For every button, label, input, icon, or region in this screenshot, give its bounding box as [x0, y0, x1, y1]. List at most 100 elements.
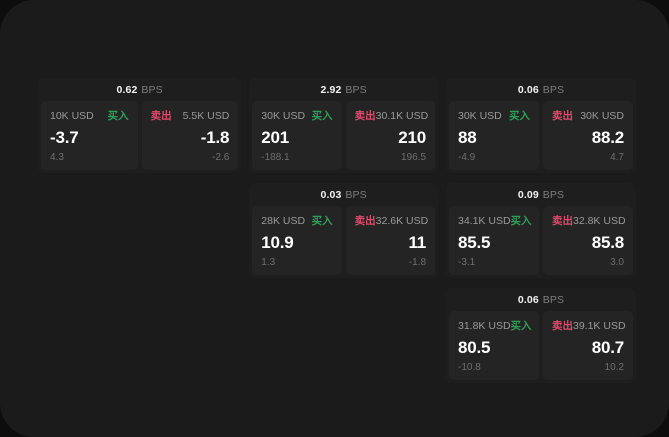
sell-size-label: 39.1K USD — [573, 319, 626, 332]
buy-action-label: 买入 — [510, 215, 532, 227]
quote-card[interactable]: 0.09 BPS 34.1K USD 买入 85.5 -3.1 卖出 — [446, 183, 636, 278]
sell-action-label: 卖出 — [354, 110, 376, 122]
buy-size-label: 30K USD — [458, 109, 502, 122]
card-body: 28K USD 买入 10.9 1.3 卖出 32.6K USD 11 -1.8 — [249, 206, 438, 278]
buy-size-label: 30K USD — [261, 109, 306, 122]
bps-unit: BPS — [542, 188, 565, 201]
buy-action-label: 买入 — [509, 110, 530, 122]
buy-price: 88 — [458, 128, 477, 147]
quote-card[interactable]: 0.03 BPS 28K USD 买入 10.9 1.3 卖出 — [249, 183, 438, 278]
sell-delta: 10.2 — [604, 362, 624, 373]
quote-column-1: 0.62 BPS 10K USD 买入 -3.7 4.3 卖出 — [38, 78, 242, 173]
sell-panel-header: 卖出 32.8K USD — [552, 214, 626, 228]
sell-price: 88.2 — [591, 128, 624, 147]
bps-unit: BPS — [542, 83, 565, 96]
buy-panel[interactable]: 30K USD 买入 201 -188.1 — [252, 101, 342, 170]
sell-panel[interactable]: 卖出 30K USD 88.2 4.7 — [543, 101, 633, 170]
bps-unit: BPS — [345, 188, 367, 201]
buy-delta: -3.1 — [458, 257, 476, 268]
sell-price: 80.7 — [591, 338, 624, 357]
buy-size-label: 31.8K USD — [458, 319, 511, 332]
buy-panel[interactable]: 28K USD 买入 10.9 1.3 — [252, 206, 342, 275]
sell-price: 85.8 — [591, 233, 624, 252]
buy-action-label: 买入 — [107, 110, 129, 122]
sell-action-label: 卖出 — [354, 215, 376, 227]
buy-delta: 1.3 — [261, 257, 276, 268]
bps-unit: BPS — [141, 83, 163, 96]
buy-panel-header: 31.8K USD 买入 — [458, 319, 532, 333]
buy-action-label: 买入 — [311, 215, 333, 227]
buy-panel[interactable]: 34.1K USD 买入 85.5 -3.1 — [449, 206, 539, 275]
sell-size-label: 32.6K USD — [375, 214, 429, 227]
sell-delta: 196.5 — [400, 152, 427, 163]
sell-panel-header: 卖出 39.1K USD — [552, 319, 626, 333]
bps-value: 0.03 — [320, 188, 342, 201]
buy-delta: -188.1 — [261, 152, 290, 163]
sell-action-label: 卖出 — [552, 320, 573, 332]
sell-delta: -1.8 — [408, 257, 427, 268]
sell-panel[interactable]: 卖出 39.1K USD 80.7 10.2 — [543, 311, 633, 380]
sell-delta: 4.7 — [610, 152, 624, 163]
bps-value: 0.06 — [517, 83, 539, 96]
sell-panel-header: 卖出 32.6K USD — [354, 214, 429, 228]
buy-panel-header: 10K USD 买入 — [50, 109, 129, 123]
card-header: 0.06 BPS — [446, 288, 636, 311]
sell-panel[interactable]: 卖出 30.1K USD 210 196.5 — [345, 101, 436, 170]
buy-panel-header: 30K USD 买入 — [458, 109, 530, 123]
quote-card[interactable]: 0.62 BPS 10K USD 买入 -3.7 4.3 卖出 — [38, 78, 242, 173]
card-body: 34.1K USD 买入 85.5 -3.1 卖出 32.8K USD 85.8… — [446, 206, 636, 278]
buy-action-label: 买入 — [311, 110, 333, 122]
buy-panel[interactable]: 31.8K USD 买入 80.5 -10.8 — [449, 311, 539, 380]
buy-panel-header: 30K USD 买入 — [261, 109, 333, 123]
quote-column-3: 0.06 BPS 30K USD 买入 88 -4.9 卖出 — [446, 78, 636, 383]
buy-price: 85.5 — [458, 233, 491, 252]
card-header: 0.09 BPS — [446, 183, 636, 206]
buy-price: -3.7 — [50, 128, 79, 147]
quote-column-2: 2.92 BPS 30K USD 买入 201 -188.1 卖出 — [249, 78, 438, 278]
sell-size-label: 32.8K USD — [573, 214, 626, 227]
sell-panel-header: 卖出 5.5K USD — [151, 109, 230, 123]
quote-board: 0.62 BPS 10K USD 买入 -3.7 4.3 卖出 — [38, 78, 636, 388]
bps-unit: BPS — [542, 293, 565, 306]
buy-panel[interactable]: 30K USD 买入 88 -4.9 — [449, 101, 539, 170]
buy-panel[interactable]: 10K USD 买入 -3.7 4.3 — [41, 101, 138, 170]
bps-value: 0.06 — [517, 293, 539, 306]
sell-panel[interactable]: 卖出 32.6K USD 11 -1.8 — [345, 206, 436, 275]
sell-size-label: 5.5K USD — [182, 109, 230, 122]
buy-delta: 4.3 — [50, 152, 64, 163]
sell-delta: -2.6 — [212, 152, 230, 163]
sell-action-label: 卖出 — [552, 110, 573, 122]
sell-panel[interactable]: 卖出 32.8K USD 85.8 3.0 — [543, 206, 633, 275]
quote-card[interactable]: 0.06 BPS 30K USD 买入 88 -4.9 卖出 — [446, 78, 636, 173]
card-header: 0.06 BPS — [446, 78, 636, 101]
card-body: 31.8K USD 买入 80.5 -10.8 卖出 39.1K USD 80.… — [446, 311, 636, 383]
sell-action-label: 卖出 — [552, 215, 573, 227]
sell-price: -1.8 — [200, 128, 230, 147]
quote-card[interactable]: 2.92 BPS 30K USD 买入 201 -188.1 卖出 — [249, 78, 438, 173]
buy-delta: -10.8 — [458, 362, 481, 373]
card-header: 0.62 BPS — [38, 78, 242, 101]
buy-price: 80.5 — [458, 338, 491, 357]
bps-unit: BPS — [345, 83, 367, 96]
sell-panel[interactable]: 卖出 5.5K USD -1.8 -2.6 — [141, 101, 239, 170]
buy-size-label: 28K USD — [261, 214, 306, 227]
buy-size-label: 10K USD — [50, 109, 94, 122]
buy-delta: -4.9 — [458, 152, 476, 163]
sell-price: 11 — [408, 233, 427, 252]
quote-card[interactable]: 0.06 BPS 31.8K USD 买入 80.5 -10.8 卖 — [446, 288, 636, 383]
card-header: 0.03 BPS — [249, 183, 438, 206]
sell-panel-header: 卖出 30K USD — [552, 109, 624, 123]
sell-panel-header: 卖出 30.1K USD — [354, 109, 429, 123]
sell-price: 210 — [398, 128, 427, 147]
buy-price: 201 — [261, 128, 290, 147]
sell-size-label: 30K USD — [580, 109, 624, 122]
sell-delta: 3.0 — [610, 257, 624, 268]
card-body: 30K USD 买入 88 -4.9 卖出 30K USD 88.2 4.7 — [446, 101, 636, 173]
bps-value: 0.09 — [517, 188, 539, 201]
sell-size-label: 30.1K USD — [375, 109, 429, 122]
buy-action-label: 买入 — [510, 320, 532, 332]
buy-price: 10.9 — [261, 233, 294, 252]
buy-panel-header: 28K USD 买入 — [261, 214, 333, 228]
buy-size-label: 34.1K USD — [458, 214, 511, 227]
card-body: 10K USD 买入 -3.7 4.3 卖出 5.5K USD -1.8 -2.… — [38, 101, 241, 173]
